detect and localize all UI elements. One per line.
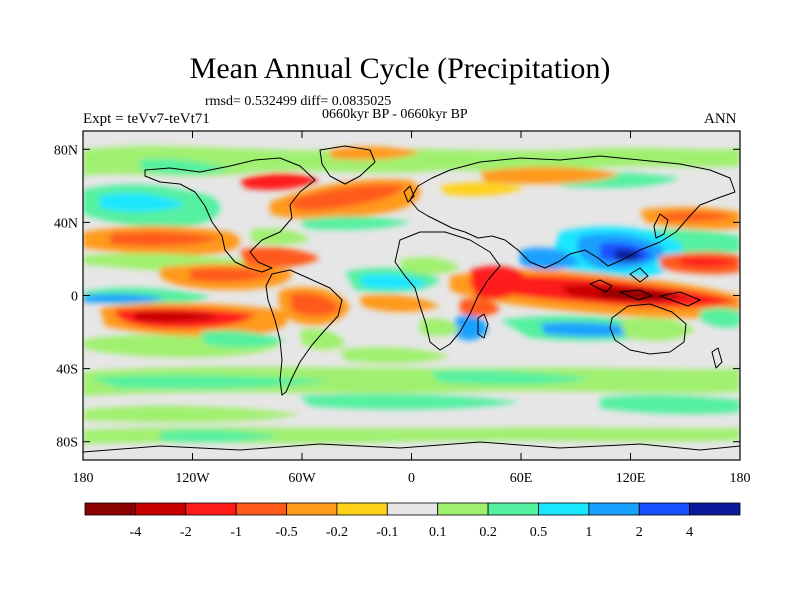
colorbar-label: 1 [585, 525, 592, 540]
colorbar-label: -4 [130, 525, 142, 540]
coastline-uk [403, 185, 415, 203]
colorbar-swatch [437, 502, 489, 516]
lon-tick-label: 60E [510, 471, 533, 486]
field-region [300, 394, 520, 410]
coastline-maritime [589, 267, 701, 307]
colorbar-swatch [185, 502, 237, 516]
colorbar-swatch [134, 502, 187, 516]
colorbar-swatch [84, 502, 136, 516]
coastline-japan [653, 213, 669, 239]
field-region [300, 328, 345, 350]
coastline-antarctica [83, 441, 740, 453]
field-region [340, 347, 450, 364]
colorbar-swatch [235, 502, 287, 516]
field-region [240, 173, 320, 190]
colorbar-label: -2 [180, 525, 192, 540]
field-region [455, 315, 488, 341]
coastline-south-america [265, 269, 343, 396]
field-region [289, 184, 405, 211]
field-region [400, 257, 460, 275]
field-region [680, 257, 738, 267]
coastline-australia [609, 303, 687, 355]
field-region [460, 298, 500, 317]
latitude-axis: 80N 40N 0 40S 80S [54, 143, 740, 451]
field-region [480, 166, 620, 184]
field-region [290, 292, 340, 316]
colorbar-label: 4 [686, 525, 693, 540]
colorbar-swatch [538, 502, 590, 516]
coastline-north-america [144, 157, 316, 273]
colorbar-swatch [487, 502, 539, 516]
stats-label: rmsd= 0.532499 diff= 0.0835025 [205, 94, 392, 109]
field-region [600, 394, 740, 415]
colorbar-swatch [638, 502, 691, 516]
colorbar: -4 -2 -1 -0.5 -0.2 -0.1 0.1 0.2 0.5 1 2 4 [84, 502, 741, 540]
field-region [190, 267, 275, 282]
colorbar-label: 0.2 [479, 525, 497, 540]
field-region [420, 318, 460, 337]
colorbar-label: 0.1 [429, 525, 447, 540]
field-region [620, 317, 695, 341]
coastline-eurasia [409, 155, 736, 269]
colorbar-label: -0.5 [275, 525, 297, 540]
field-region [360, 294, 440, 312]
lon-tick-label: 0 [408, 471, 415, 486]
colorbar-swatch [286, 502, 338, 516]
precip-field [83, 145, 740, 444]
colorbar-label: -1 [230, 525, 242, 540]
field-region [430, 370, 590, 385]
coastlines [83, 145, 740, 453]
coastline-greenland [319, 145, 376, 185]
field-region [83, 405, 300, 423]
longitude-axis: 180 120W 60W 0 60E 120E 180 [73, 131, 751, 486]
plot-title: Mean Annual Cycle (Precipitation) [189, 52, 611, 85]
field-region [83, 366, 740, 396]
colorbar-swatch [386, 502, 439, 516]
field-region [300, 216, 410, 230]
lat-tick-label: 80S [56, 436, 78, 451]
lat-tick-label: 80N [54, 143, 78, 158]
field-region [440, 182, 525, 196]
colorbar-swatch [336, 502, 388, 516]
colorbar-label: -0.2 [326, 525, 348, 540]
field-region [160, 429, 280, 443]
field-region [360, 274, 428, 289]
colorbar-label: -0.1 [376, 525, 398, 540]
coastline-nz [711, 347, 723, 369]
colorbar-label: 0.5 [530, 525, 548, 540]
experiment-label: Expt = teVv7-teVt71 [83, 111, 210, 127]
field-region [100, 193, 185, 212]
lat-tick-label: 40S [56, 363, 78, 378]
colorbar-label: 2 [636, 525, 643, 540]
field-region [135, 311, 220, 323]
coastline-madagascar [477, 313, 489, 339]
field-region [660, 211, 735, 222]
field-region [200, 330, 285, 348]
field-region [330, 146, 420, 160]
lon-tick-label: 120W [175, 471, 210, 486]
lon-tick-label: 120E [616, 471, 646, 486]
field-region [470, 265, 530, 300]
colorbar-swatch [588, 502, 640, 516]
field-region [700, 307, 740, 328]
coastline-africa [394, 231, 501, 351]
period-label: 0660kyr BP - 0660kyr BP [322, 107, 468, 122]
lon-tick-label: 60W [288, 471, 316, 486]
lat-tick-label: 0 [71, 290, 78, 305]
field-region [83, 293, 165, 304]
lon-tick-label: 180 [73, 471, 94, 486]
field-region [110, 231, 220, 246]
season-label: ANN [704, 111, 737, 127]
colorbar-swatch [689, 502, 741, 516]
field-region [250, 228, 310, 245]
field-region [90, 374, 330, 389]
lat-tick-label: 40N [54, 216, 78, 231]
lon-tick-label: 180 [730, 471, 751, 486]
